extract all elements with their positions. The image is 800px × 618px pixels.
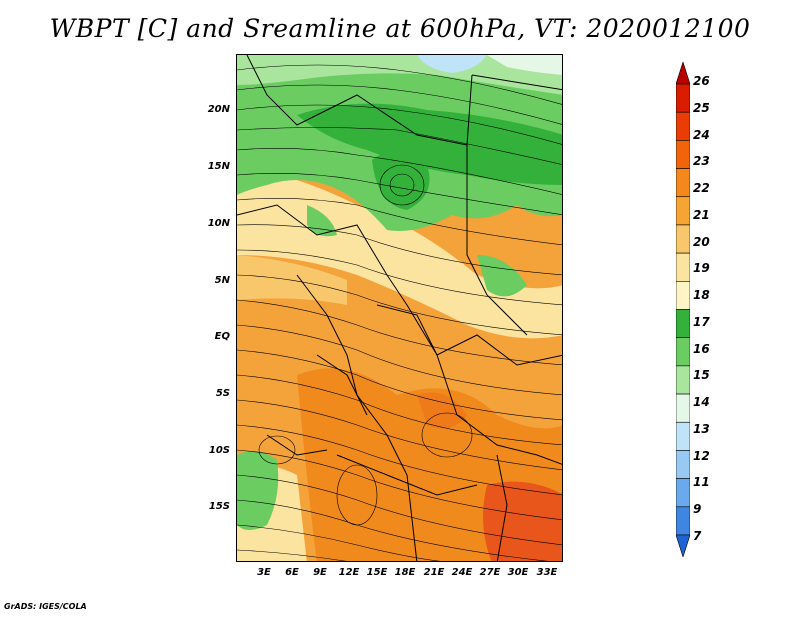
colorbar-swatch bbox=[676, 478, 690, 508]
colorbar-label: 26 bbox=[693, 74, 710, 88]
wbpt-field-map bbox=[237, 55, 562, 561]
colorbar-swatch bbox=[676, 111, 690, 141]
colorbar-swatch-bottom bbox=[676, 534, 690, 557]
colorbar-swatch bbox=[676, 140, 690, 169]
colorbar-label: 11 bbox=[693, 475, 710, 490]
colorbar-label: 21 bbox=[693, 207, 710, 222]
lat-label-15n: 15N bbox=[207, 161, 230, 172]
lon-label-6e: 6E bbox=[285, 567, 299, 578]
light-blue-top bbox=[417, 55, 487, 73]
colorbar-swatch-top bbox=[676, 62, 690, 85]
colorbar-label: 12 bbox=[693, 448, 710, 463]
colorbar-swatch bbox=[676, 196, 690, 226]
lon-label-30e: 30E bbox=[507, 567, 529, 578]
red-orange-zone-southeast bbox=[483, 481, 562, 561]
colorbar-swatch bbox=[676, 168, 690, 198]
green-patch-east bbox=[477, 255, 527, 297]
colorbar-swatch bbox=[676, 83, 690, 113]
lat-label-10n: 10N bbox=[207, 218, 230, 229]
lon-label-27e: 27E bbox=[479, 567, 501, 578]
colorbar-swatch bbox=[676, 421, 690, 451]
lon-label-33e: 33E bbox=[536, 567, 558, 578]
lat-label-20n: 20N bbox=[207, 104, 230, 115]
colorbar-label: 23 bbox=[693, 154, 710, 169]
green-patch-southwest bbox=[237, 451, 279, 530]
colorbar-label: 7 bbox=[693, 529, 702, 543]
colorbar bbox=[676, 62, 690, 557]
pale-top-right bbox=[487, 55, 562, 75]
colorbar-swatch bbox=[676, 365, 690, 395]
colorbar-swatch bbox=[676, 224, 690, 254]
yellow-band-north bbox=[237, 165, 562, 339]
lon-label-12e: 12E bbox=[338, 567, 360, 578]
map-panel bbox=[236, 54, 563, 562]
colorbar-label: 24 bbox=[693, 127, 710, 142]
colorbar-label: 13 bbox=[693, 421, 710, 436]
colorbar-label: 25 bbox=[693, 100, 710, 115]
colorbar-label: 17 bbox=[693, 314, 710, 329]
colorbar-label: 19 bbox=[693, 261, 710, 276]
green-vortex bbox=[372, 151, 430, 210]
colorbar-label: 20 bbox=[693, 234, 710, 249]
colorbar-swatch bbox=[676, 337, 690, 367]
colorbar-label: 18 bbox=[693, 288, 710, 303]
colorbar-swatch bbox=[676, 393, 690, 423]
lat-label-15s: 15S bbox=[208, 501, 230, 512]
colorbar-swatch bbox=[676, 506, 690, 536]
colorbar-label: 14 bbox=[693, 395, 710, 410]
lon-label-24e: 24E bbox=[451, 567, 473, 578]
map-title: WBPT [C] and Sreamline at 600hPa, VT: 20… bbox=[49, 14, 751, 43]
dark-green-band bbox=[297, 103, 562, 185]
colorbar-swatch bbox=[676, 252, 690, 282]
lon-label-15e: 15E bbox=[366, 567, 388, 578]
colorbar-label: 15 bbox=[693, 368, 710, 383]
credit-text: GrADS: IGES/COLA bbox=[4, 602, 87, 611]
country-borders bbox=[237, 55, 562, 561]
colorbar-swatch bbox=[676, 281, 690, 310]
lat-label-5n: 5N bbox=[214, 275, 230, 286]
lat-label-5s: 5S bbox=[215, 388, 230, 399]
colorbar-swatch bbox=[676, 450, 690, 479]
colorbar-swatch bbox=[676, 309, 690, 338]
colorbar-label: 9 bbox=[693, 502, 702, 517]
streamlines bbox=[237, 64, 562, 561]
lon-label-18e: 18E bbox=[394, 567, 416, 578]
colorbar-label: 22 bbox=[693, 181, 710, 196]
lon-label-9e: 9E bbox=[313, 567, 327, 578]
lat-label-10s: 10S bbox=[208, 445, 230, 456]
colorbar-label: 16 bbox=[693, 341, 710, 356]
lon-label-3e: 3E bbox=[257, 567, 271, 578]
lat-label-eq: EQ bbox=[214, 331, 230, 342]
lon-label-21e: 21E bbox=[423, 567, 445, 578]
